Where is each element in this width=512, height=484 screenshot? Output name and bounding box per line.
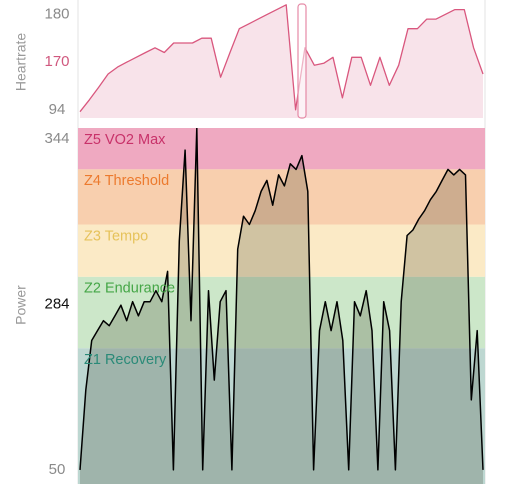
- position-marker[interactable]: [297, 3, 307, 119]
- plots: Heartrate 94 170 180 Power 50 284 344 Z5 VO2 Max…: [13, 4, 485, 484]
- zone-label: Z3 Tempo: [84, 228, 148, 244]
- zone-band: [78, 169, 485, 225]
- zone-label: Z5 VO2 Max: [84, 132, 166, 148]
- y-axis-title: Power: [13, 285, 29, 325]
- zone-label: Z4 Threshold: [84, 173, 169, 189]
- y-tick-label: 50: [49, 461, 66, 478]
- zone-band: [78, 224, 485, 277]
- zone-band: [78, 128, 485, 170]
- plot: [78, 128, 485, 484]
- data-line: [79, 4, 484, 113]
- y-axis-title: Heartrate: [13, 33, 29, 92]
- y-tick-label: 344: [44, 130, 69, 147]
- area-fill: [80, 4, 483, 118]
- zone-band: [78, 276, 485, 349]
- zone-label: Z2 Endurance: [84, 281, 175, 297]
- y-tick-label: 170: [44, 53, 69, 70]
- area-fill: [80, 128, 483, 484]
- y-tick-label: 94: [49, 101, 66, 118]
- plot: [79, 4, 484, 118]
- data-line: [79, 128, 484, 471]
- y-tick-label: 284: [44, 295, 69, 312]
- y-tick-label: 180: [44, 5, 69, 22]
- zone-label: Z1 Recovery: [84, 352, 167, 368]
- zone-band: [78, 348, 485, 484]
